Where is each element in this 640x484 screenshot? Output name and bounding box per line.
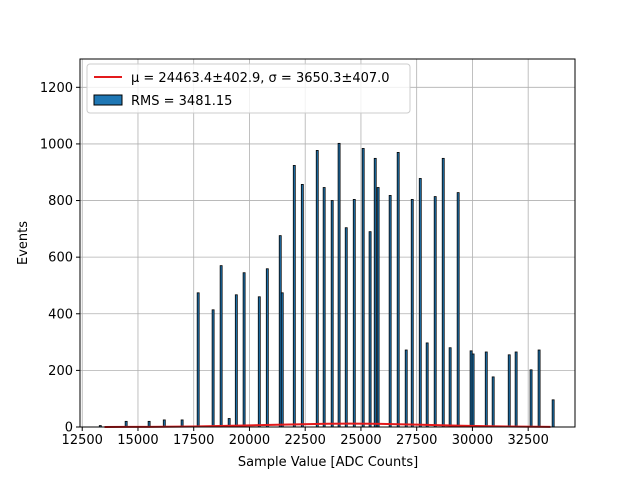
bar — [315, 150, 319, 428]
y-tick-label: 1200 — [40, 81, 73, 96]
bar — [361, 148, 365, 428]
bar — [456, 192, 460, 428]
bar — [211, 309, 215, 428]
bar — [234, 294, 238, 428]
x-tick-label: 30000 — [452, 433, 493, 448]
plot-frame — [79, 58, 576, 428]
bar — [537, 349, 541, 428]
bar — [322, 187, 326, 428]
bar — [373, 157, 377, 428]
bar — [507, 354, 511, 428]
x-tick-label: 32500 — [507, 433, 548, 448]
bar — [376, 187, 380, 428]
y-tick-label: 0 — [65, 421, 73, 436]
bar — [265, 268, 269, 428]
bar — [330, 200, 334, 428]
bar — [529, 369, 533, 428]
bar — [352, 199, 356, 428]
x-tick-label: 15000 — [117, 433, 158, 448]
legend-label: μ = 24463.4±402.9, σ = 3650.3±407.0 — [131, 71, 390, 86]
x-axis-label: Sample Value [ADC Counts] — [238, 455, 418, 470]
bar — [337, 142, 341, 428]
legend-box — [86, 63, 411, 114]
bar — [388, 195, 392, 428]
bar — [441, 157, 445, 428]
y-tick-label: 600 — [48, 251, 73, 266]
legend-patch — [93, 94, 123, 106]
legend-label: RMS = 3481.15 — [131, 94, 232, 109]
x-tick-label: 17500 — [173, 433, 214, 448]
bar — [280, 292, 284, 428]
y-tick-label: 800 — [48, 194, 73, 209]
bar — [300, 184, 304, 428]
y-tick-label: 400 — [48, 307, 73, 322]
bar — [257, 296, 261, 428]
x-tick-label: 25000 — [340, 433, 381, 448]
bar — [471, 353, 475, 428]
bar — [551, 399, 555, 428]
y-tick-label: 200 — [48, 364, 73, 379]
x-tick-label: 22500 — [285, 433, 326, 448]
bar — [433, 196, 437, 428]
bar — [484, 351, 488, 428]
bar — [491, 376, 495, 428]
bar — [404, 349, 408, 428]
x-tick-label: 27500 — [396, 433, 437, 448]
bar — [396, 152, 400, 428]
bar — [292, 165, 296, 428]
y-axis-label: Events — [16, 221, 31, 265]
bar — [219, 265, 223, 428]
bar — [410, 199, 414, 428]
x-tick-label: 20000 — [229, 433, 270, 448]
bar — [368, 231, 372, 428]
bar — [514, 351, 518, 428]
bar — [425, 342, 429, 428]
bar — [418, 178, 422, 428]
bar — [196, 292, 200, 428]
bar — [448, 347, 452, 428]
bar — [242, 272, 246, 428]
bar — [344, 227, 348, 428]
x-tick-label: 12500 — [62, 433, 103, 448]
y-tick-label: 1000 — [40, 137, 73, 152]
